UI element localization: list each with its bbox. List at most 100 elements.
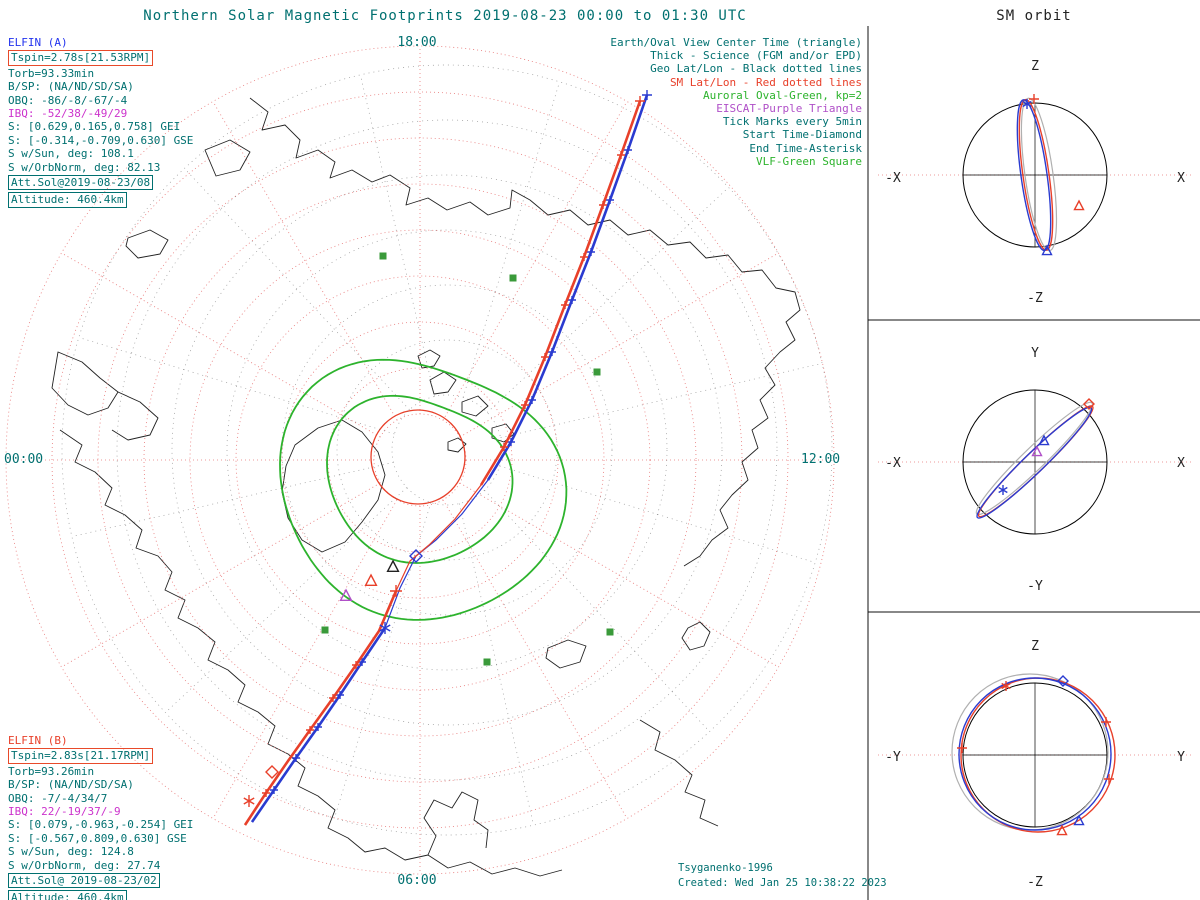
- elfin-a-altitude-box: Altitude: 460.4km: [8, 192, 127, 208]
- p1-axis-label-bottom: -Z: [1027, 291, 1043, 306]
- elfin-b-tspin-box: Tspin=2.83s[21.17RPM]: [8, 748, 154, 764]
- legend-item-eiscat: EISCAT-Purple Triangle: [716, 102, 862, 116]
- elfin-b-s-gse: S: [-0.567,0.809,0.630] GSE: [8, 831, 187, 845]
- orbit-elfin-b: [977, 405, 1094, 518]
- coast-britain: [681, 621, 711, 651]
- sm-longitude-radial: [61, 252, 381, 438]
- elfin-a-s-orbnorm: S w/OrbNorm, deg: 82.13: [8, 160, 161, 174]
- plus-marker: [306, 726, 314, 734]
- elfin-a-s-gse: S: [-0.314,-0.709,0.630] GSE: [8, 133, 194, 147]
- diamond-marker: [409, 549, 423, 563]
- elfin-a-title: ELFIN (A): [8, 36, 68, 49]
- coast-wrangel: [125, 229, 169, 259]
- triangle-marker: [1073, 814, 1085, 826]
- legend-item-auroral-oval: Auroral Oval-Green, kp=2: [703, 88, 862, 102]
- triangle-marker: [364, 573, 378, 587]
- plus-marker: [957, 743, 967, 753]
- sm-orbit-title: SM orbit: [996, 8, 1072, 24]
- elfin-b-att-sol: Att.Sol@ 2019-08-23/02: [8, 872, 193, 889]
- asterisk-marker: [1001, 681, 1011, 691]
- elfin-b-ibq: IBQ: 22/-19/37/-9: [8, 805, 121, 819]
- geo-longitude-radial: [459, 503, 534, 826]
- elfin-a-obq: OBQ: -86/-8/-67/-4: [8, 93, 128, 107]
- coast-north-america: [59, 429, 563, 877]
- sm-longitude-radial: [459, 482, 779, 668]
- elfin-b-att-sol-box: Att.Sol@ 2019-08-23/02: [8, 873, 160, 889]
- p1-axis-label-right: X: [1177, 171, 1185, 186]
- p2-axis-label-top: Y: [1031, 346, 1039, 361]
- plus-marker: [528, 396, 536, 404]
- square-marker: [509, 274, 517, 282]
- diamond-marker: [1083, 398, 1095, 410]
- plus-marker: [599, 201, 607, 209]
- footprint-track-science: [243, 590, 398, 826]
- map-markers: [243, 90, 652, 807]
- elfin-a-att-sol-box: Att.Sol@2019-08-23/08: [8, 175, 154, 191]
- plus-marker: [352, 661, 360, 669]
- orbit-far-side: [975, 401, 1094, 516]
- geo-longitude-radial: [462, 81, 560, 398]
- sm-latitude-ring: [143, 183, 697, 737]
- orbit-elfin-a: [958, 677, 1112, 831]
- plus-marker: [1101, 717, 1111, 727]
- sm-longitude-radial: [459, 252, 779, 438]
- plus-marker: [587, 248, 595, 256]
- coast-europe: [639, 719, 719, 827]
- square-marker: [483, 658, 491, 666]
- elfin-a-altitude: Altitude: 460.4km: [8, 191, 193, 208]
- geo-longitude-radial: [78, 337, 395, 435]
- triangle-marker: [339, 588, 353, 602]
- elfin-b-tspin: Tspin=2.83s[21.17RPM]: [8, 747, 193, 764]
- triangle-marker: [1031, 445, 1043, 457]
- auroral-oval-ring: [326, 394, 514, 564]
- clock-label-left: 00:00: [4, 452, 43, 467]
- legend-item-start-time: Start Time-Diamond: [742, 128, 862, 142]
- elfin-b-altitude: Altitude: 460.4km: [8, 889, 193, 900]
- sm-latlon-grid: [5, 45, 835, 875]
- geo-longitude-radial: [499, 465, 816, 563]
- sm-longitude-radial: [61, 482, 381, 668]
- orbit-far-side: [1020, 97, 1058, 252]
- p2-axis-label-right: X: [1177, 456, 1185, 471]
- map-legend: Earth/Oval View Center Time (triangle) T…: [500, 36, 862, 168]
- coast-alaska: [51, 351, 119, 416]
- plus-marker: [561, 301, 569, 309]
- elfin-b-info-block: ELFIN (B) Tspin=2.83s[21.17RPM] Torb=93.…: [8, 734, 193, 900]
- p3-axis-label-left: -Y: [885, 750, 901, 765]
- geo-latitude-ring: [116, 119, 778, 781]
- elfin-a-torb: Torb=93.33min: [8, 66, 95, 80]
- elfin-a-tspin-box: Tspin=2.78s[21.53RPM]: [8, 50, 154, 66]
- triangle-marker: [1038, 434, 1050, 446]
- asterisk-marker: [998, 485, 1008, 495]
- elfin-b-obq: OBQ: -7/-4/34/7: [8, 791, 108, 805]
- plus-marker: [314, 723, 322, 731]
- p3-axis-label-right: Y: [1177, 750, 1185, 765]
- sm-longitude-radial: [212, 499, 398, 819]
- plus-marker: [507, 438, 515, 446]
- plus-marker: [624, 146, 632, 154]
- elfin-b-s-sun: S w/Sun, deg: 124.8: [8, 845, 134, 859]
- elfin-a-ibq: IBQ: -52/38/-49/29: [8, 107, 128, 121]
- coast-chukotka: [111, 391, 159, 441]
- sm-latitude-ring: [235, 275, 605, 645]
- geo-longitude-radial: [360, 74, 435, 397]
- elfin-b-altitude-box: Altitude: 460.4km: [8, 890, 127, 900]
- geo-longitude-radial: [334, 502, 432, 819]
- plus-marker: [500, 443, 508, 451]
- geo-longitude-radial: [184, 168, 410, 411]
- sm-latitude-ring: [5, 45, 835, 875]
- geo-latitude-ring: [61, 64, 833, 836]
- geo-latitude-ring: [226, 229, 668, 671]
- elfin-b-s-orbnorm: S w/OrbNorm, deg: 27.74: [8, 858, 161, 872]
- coast-arctic-island-5: [417, 349, 441, 369]
- plus-marker: [262, 789, 270, 797]
- square-marker: [593, 368, 601, 376]
- plus-marker: [541, 353, 549, 361]
- asterisk-marker: [243, 795, 255, 807]
- sm-latitude-ring: [51, 91, 789, 829]
- legend-item-geo-latlon: Geo Lat/Lon - Black dotted lines: [650, 62, 862, 76]
- plus-marker: [635, 96, 645, 106]
- elfin-a-att-sol: Att.Sol@2019-08-23/08: [8, 174, 193, 191]
- legend-item-vlf: VLF-Green Square: [756, 154, 862, 168]
